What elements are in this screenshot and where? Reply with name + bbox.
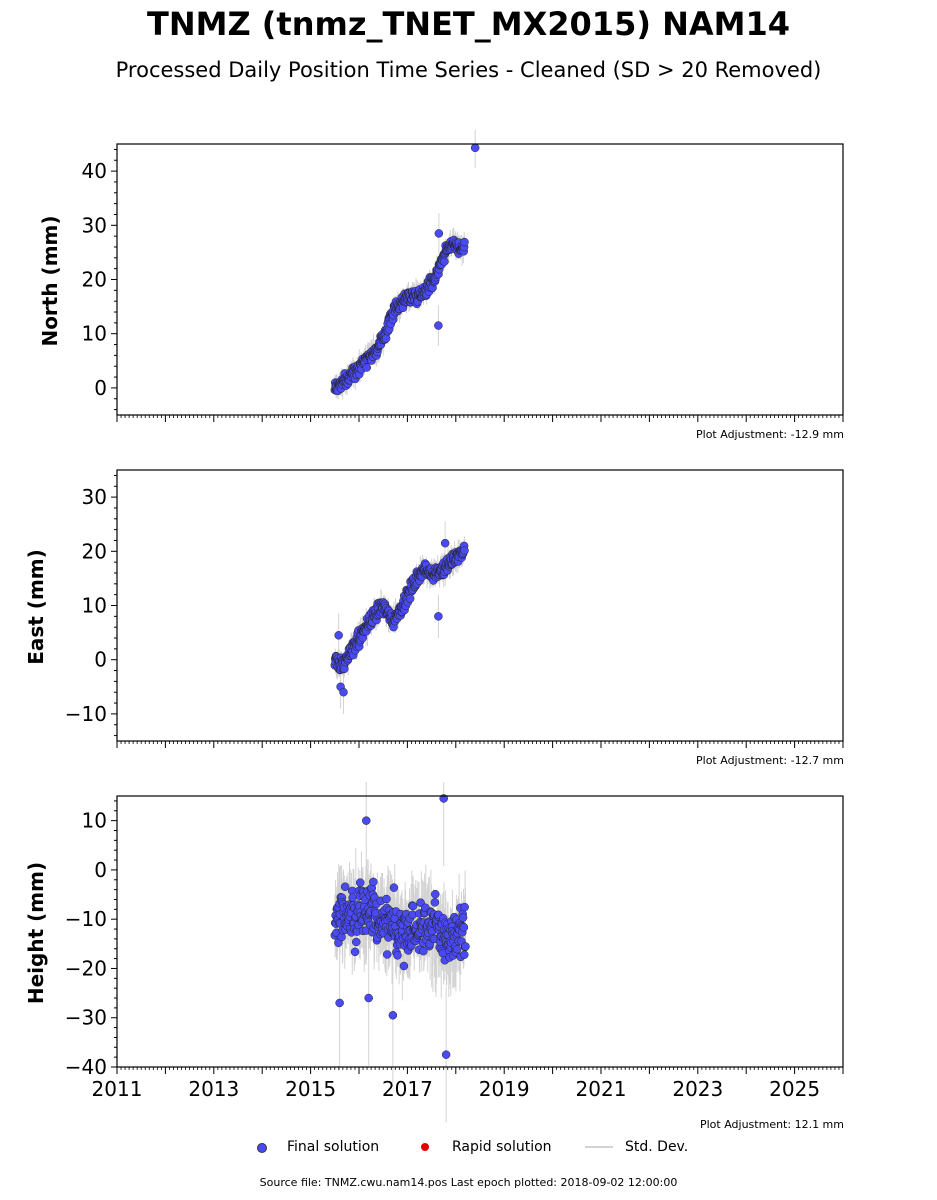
legend-std-label: Std. Dev. (625, 1139, 689, 1155)
y-tick-label: 20 (82, 268, 107, 292)
final-solution-points (330, 143, 480, 396)
north-plot-adjustment: Plot Adjustment: -12.9 mm (696, 428, 844, 441)
height-plot-adjustment: Plot Adjustment: 12.1 mm (699, 1118, 844, 1131)
final-solution-points (330, 794, 470, 1059)
data-point (440, 538, 450, 548)
data-point (434, 321, 443, 330)
y-tick-label: −20 (65, 956, 107, 980)
height-axis-label: Height (mm) (24, 861, 48, 1005)
data-point (440, 257, 449, 266)
data-point (408, 901, 418, 911)
x-tick-label: 2013 (188, 1077, 239, 1101)
y-tick-label: 10 (82, 809, 107, 833)
data-point (431, 889, 440, 899)
data-point (399, 961, 409, 971)
data-point (388, 1011, 398, 1020)
north-axis-label: North (mm) (38, 215, 62, 347)
plot-frame (116, 469, 844, 742)
data-point (460, 546, 469, 555)
source-footer: Source file: TNMZ.cwu.nam14.pos Last epo… (259, 1176, 678, 1189)
legend-rapid-label: Rapid solution (452, 1139, 552, 1155)
std-dev-line (585, 1146, 613, 1148)
data-point (458, 913, 468, 922)
y-tick-label: 0 (94, 376, 107, 400)
data-point (340, 882, 350, 892)
x-tick-label: 2019 (479, 1077, 530, 1101)
data-point (334, 631, 343, 640)
legend-final-label: Final solution (287, 1139, 380, 1155)
legend: Final solution Rapid solution Std. Dev. (0, 1136, 937, 1158)
final-solution-points (330, 538, 469, 697)
data-point (382, 894, 391, 904)
data-point (362, 363, 371, 372)
data-point (348, 893, 357, 902)
data-point (441, 1050, 451, 1059)
east-panel: −10 0 10 20 30 East (mm) Plot Adjustment: -1… (0, 456, 937, 776)
data-point (362, 816, 371, 825)
plot-frame (116, 143, 844, 416)
y-tick-label: 0 (94, 648, 107, 672)
east-plot-adjustment: Plot Adjustment: -12.7 mm (696, 754, 844, 767)
y-tick-label: 30 (82, 485, 107, 509)
data-point (393, 951, 402, 960)
y-tick-label: 20 (82, 539, 107, 563)
data-point (434, 229, 444, 238)
data-point (470, 143, 480, 153)
east-axis-label: East (mm) (24, 549, 48, 665)
data-point (339, 687, 348, 697)
data-point (405, 594, 415, 603)
y-tick-label: −40 (65, 1055, 107, 1079)
height-panel: −40 −30 −20 −10 0 10 2011 2013 2015 2017 2019 2021 2… (0, 782, 937, 1134)
rapid-solution-marker (421, 1143, 429, 1151)
x-tick-label: 2015 (285, 1077, 336, 1101)
data-point (459, 923, 469, 932)
plot-frame (116, 795, 844, 1068)
north-panel: 0 10 20 30 40 North (mm) Plot Adjustment: -1… (0, 130, 937, 450)
chart-subtitle: Processed Daily Position Time Series - C… (115, 58, 822, 82)
data-point (460, 950, 469, 960)
data-point (460, 237, 469, 247)
x-tick-label: 2023 (672, 1077, 723, 1101)
y-tick-label: −10 (65, 702, 107, 726)
data-point (382, 950, 392, 959)
data-point (355, 878, 365, 887)
north-plot: 0 10 20 30 40 (82, 130, 844, 422)
data-point (381, 334, 391, 343)
y-tick-label: 40 (82, 159, 107, 183)
x-tick-label: 2025 (769, 1077, 820, 1101)
data-point (369, 877, 378, 887)
chart-title: TNMZ (tnmz_TNET_MX2015) NAM14 (146, 5, 791, 43)
y-tick-label: 0 (94, 858, 107, 882)
data-point (389, 883, 399, 892)
x-tick-label: 2017 (382, 1077, 433, 1101)
y-tick-label: −10 (65, 907, 107, 931)
data-point (434, 612, 443, 621)
data-point (335, 998, 344, 1008)
final-solution-marker (257, 1143, 267, 1153)
x-tick-label: 2011 (92, 1077, 143, 1101)
x-tick-label: 2021 (576, 1077, 627, 1101)
y-tick-label: 30 (82, 213, 107, 237)
data-point (350, 947, 360, 957)
data-point (460, 902, 469, 912)
east-plot: −10 0 10 20 30 (65, 469, 844, 748)
y-tick-label: 10 (82, 322, 107, 346)
data-point (419, 946, 428, 956)
data-point (351, 937, 361, 947)
data-point (461, 942, 470, 951)
y-tick-label: −30 (65, 1006, 107, 1030)
data-point (430, 898, 440, 907)
data-point (364, 993, 373, 1003)
data-point (452, 945, 462, 954)
std-dev-bars (334, 130, 476, 400)
height-plot: −40 −30 −20 −10 0 10 2011 2013 2015 2017 2019 2021 2… (65, 782, 844, 1123)
y-tick-label: 10 (82, 594, 107, 618)
